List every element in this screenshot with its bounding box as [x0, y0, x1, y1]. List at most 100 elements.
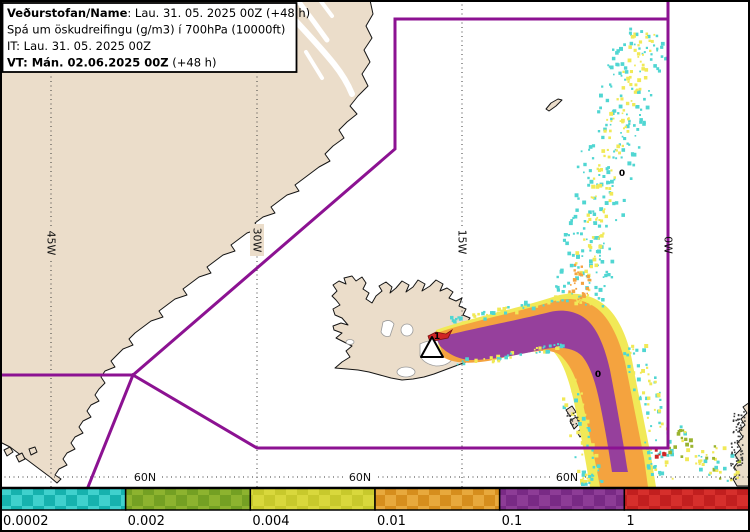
- ash-speck: [712, 456, 715, 460]
- ash-speck: [741, 421, 743, 424]
- label-mask: [250, 224, 264, 256]
- ash-speck: [619, 120, 622, 122]
- ash-speck: [623, 352, 627, 356]
- ash-speck: [581, 453, 584, 456]
- ash-speck: [646, 411, 650, 415]
- ash-speck: [586, 292, 588, 295]
- ash-speck: [620, 74, 623, 77]
- ash-speck: [605, 270, 609, 274]
- ash-speck: [737, 435, 740, 438]
- ash-speck: [628, 122, 631, 125]
- ash-speck: [570, 419, 573, 421]
- ash-speck: [683, 431, 687, 436]
- ash-speck: [668, 450, 672, 455]
- ash-speck: [685, 457, 689, 462]
- ash-speck: [605, 224, 608, 228]
- ash-speck: [573, 282, 576, 285]
- ash-speck: [589, 249, 592, 252]
- ash-speck: [570, 284, 572, 286]
- ash-speck: [597, 297, 601, 300]
- ash-speck: [593, 473, 596, 475]
- ash-speck: [459, 316, 462, 319]
- ash-speck: [567, 415, 569, 417]
- ash-speck: [583, 162, 587, 167]
- parallel-label-60n-3: 60N: [556, 471, 578, 484]
- ash-speck: [596, 464, 601, 469]
- ash-speck: [643, 76, 648, 80]
- ash-speck: [615, 219, 618, 222]
- ash-speck: [597, 469, 600, 472]
- ash-speck: [583, 292, 586, 296]
- ash-speck: [620, 132, 622, 134]
- ash-speck: [612, 156, 615, 159]
- contour-label-zero-north: 0: [619, 169, 625, 179]
- ash-speck: [510, 351, 515, 355]
- ash-speck: [598, 183, 603, 188]
- ash-speck: [699, 467, 703, 472]
- ash-speck: [576, 430, 580, 435]
- ash-speck: [709, 471, 712, 475]
- ash-speck: [647, 34, 651, 39]
- ash-speck: [690, 444, 694, 448]
- ash-speck: [638, 397, 642, 401]
- ash-speck: [659, 450, 662, 453]
- ash-speck: [592, 212, 597, 216]
- ash-speck: [680, 436, 684, 440]
- ash-speck: [647, 373, 650, 376]
- ash-speck: [569, 418, 572, 420]
- ash-speck: [733, 412, 736, 415]
- ash-speck: [584, 443, 588, 446]
- ash-speck: [600, 480, 604, 483]
- ash-speck: [615, 149, 618, 152]
- ash-speck: [713, 445, 717, 448]
- ash-speck: [603, 154, 606, 158]
- label-mask: [44, 227, 58, 259]
- ash-speck: [623, 66, 628, 70]
- ash-speck: [673, 445, 677, 449]
- fjord-branch-1: [296, 0, 330, 43]
- ash-speck: [715, 447, 718, 450]
- ash-speck: [461, 321, 466, 325]
- ash-speck: [586, 220, 589, 223]
- ash-speck: [628, 45, 632, 49]
- ash-speck: [599, 106, 602, 110]
- ash-speck: [579, 301, 583, 304]
- ash-speck: [606, 148, 609, 151]
- ash-speck: [659, 406, 663, 409]
- ash-speck: [601, 149, 606, 153]
- ash-speck: [681, 429, 685, 432]
- ash-speck: [500, 309, 505, 314]
- ash-speck: [741, 444, 744, 446]
- ash-speck: [660, 55, 664, 58]
- ash-speck: [647, 451, 651, 455]
- ash-speck: [712, 467, 717, 472]
- ash-speck: [612, 109, 614, 112]
- ash-speck: [610, 259, 615, 264]
- ash-speck: [562, 405, 567, 410]
- ash-speck: [644, 344, 649, 348]
- ash-speck: [609, 191, 614, 196]
- ash-speck: [535, 305, 539, 308]
- ash-speck: [733, 415, 736, 418]
- ash-speck: [591, 144, 596, 148]
- ash-speck: [613, 150, 616, 153]
- ash-speck: [581, 249, 585, 253]
- ash-speck: [600, 234, 604, 238]
- ash-speck: [734, 441, 736, 444]
- ash-speck: [616, 144, 621, 149]
- ash-speck: [712, 451, 715, 454]
- ash-speck: [599, 168, 603, 172]
- ash-speck: [645, 105, 650, 110]
- ash-speck: [732, 420, 735, 422]
- ash-plume: [427, 293, 656, 487]
- ash-speck: [563, 284, 566, 288]
- ash-speck: [603, 211, 605, 214]
- ash-speck: [618, 151, 621, 155]
- ash-speck: [535, 352, 538, 354]
- ash-speck: [585, 419, 590, 424]
- ash-speck: [737, 431, 739, 433]
- ash-speck: [572, 278, 577, 282]
- ash-speck: [618, 71, 622, 75]
- ash-speck: [604, 201, 609, 205]
- ash-speck: [591, 184, 596, 189]
